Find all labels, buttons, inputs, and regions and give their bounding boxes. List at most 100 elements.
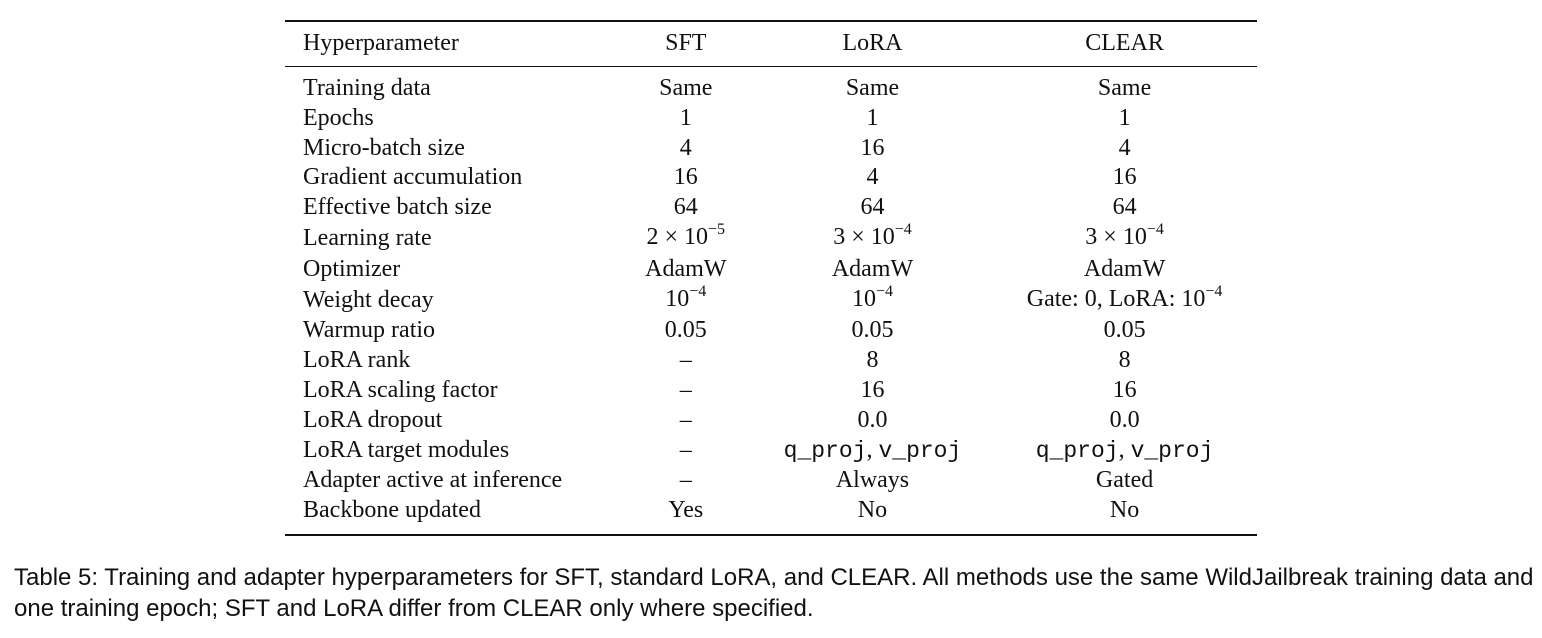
micro-batch-size-row: Micro-batch size 4 16 4 <box>285 134 1257 164</box>
cell-clear: 0.0 <box>1109 406 1140 433</box>
cell-lora: Always <box>835 467 910 494</box>
cell-clear: 16 <box>1112 376 1137 403</box>
cell-sft: Yes <box>668 497 704 524</box>
value-base: 2 × 10 <box>646 223 709 250</box>
cell-clear: q_proj, v_proj <box>1035 436 1214 464</box>
row-label: Learning rate <box>303 224 432 251</box>
learning-rate-row: Learning rate 2 × 10−5 3 × 10−4 3 × 10−4 <box>285 220 1257 255</box>
header-lora: LoRA <box>842 30 903 57</box>
hyperparameter-table: Hyperparameter SFT LoRA CLEAR Training d… <box>285 20 1257 536</box>
cell-lora: 16 <box>860 134 885 161</box>
lora-rank-row: LoRA rank – 8 8 <box>285 346 1257 376</box>
cell-sft: – <box>679 467 692 494</box>
cell-sft: – <box>679 347 692 374</box>
value-base: 10 <box>665 285 690 312</box>
header-sft: SFT <box>665 30 707 57</box>
cell-clear: 0.05 <box>1103 317 1146 344</box>
cell-sft: – <box>679 406 692 433</box>
table-header: Hyperparameter SFT LoRA CLEAR <box>285 21 1257 67</box>
value-base: 3 × 10 <box>1085 223 1147 250</box>
cell-clear: Gated <box>1095 467 1154 494</box>
cell-sft: – <box>679 437 692 464</box>
module-name: v_proj <box>878 437 962 464</box>
row-label: Micro-batch size <box>303 134 465 161</box>
cell-sft: 1 <box>679 104 692 131</box>
cell-lora: 0.05 <box>851 317 894 344</box>
row-label: Weight decay <box>303 286 434 313</box>
hyperparameter-table-container: Hyperparameter SFT LoRA CLEAR Training d… <box>285 20 1257 536</box>
cell-lora: 10−4 <box>753 282 992 317</box>
cell-sft: AdamW <box>645 255 727 282</box>
cell-clear: AdamW <box>1083 255 1166 282</box>
lora-scaling-factor-row: LoRA scaling factor – 16 16 <box>285 376 1257 406</box>
adapter-active-row: Adapter active at inference – Always Gated <box>285 466 1257 496</box>
cell-clear: 8 <box>1118 347 1131 374</box>
cell-lora: 8 <box>866 347 879 374</box>
header-row: Hyperparameter SFT LoRA CLEAR <box>285 21 1257 67</box>
header-hyperparameter: Hyperparameter <box>303 30 459 57</box>
row-label: LoRA target modules <box>303 437 510 464</box>
cell-sft: 16 <box>673 164 698 191</box>
lora-dropout-row: LoRA dropout – 0.0 0.0 <box>285 406 1257 436</box>
cell-sft: 64 <box>673 194 698 221</box>
cell-lora: 1 <box>866 104 879 131</box>
cell-lora: 64 <box>860 194 885 221</box>
warmup-ratio-row: Warmup ratio 0.05 0.05 0.05 <box>285 316 1257 346</box>
cell-sft: 2 × 10−5 <box>619 220 753 255</box>
value-exponent: −4 <box>1205 282 1223 300</box>
row-label: Adapter active at inference <box>303 467 563 494</box>
module-name: q_proj <box>1035 437 1119 464</box>
module-name: q_proj <box>783 437 867 464</box>
cell-sft: 10−4 <box>619 283 753 317</box>
row-label: Epochs <box>303 104 374 131</box>
cell-lora: 16 <box>860 376 885 403</box>
row-label: Gradient accumulation <box>303 164 523 191</box>
row-label: Optimizer <box>303 255 401 282</box>
training-data-row: Training data Same Same Same <box>285 67 1257 104</box>
value-exponent: −4 <box>894 220 912 238</box>
cell-lora: 0.0 <box>857 406 888 433</box>
cell-clear: 64 <box>1112 194 1137 221</box>
value-base: Gate: 0, LoRA: 10 <box>1026 285 1206 312</box>
cell-sft: 4 <box>679 134 692 161</box>
module-name: v_proj <box>1130 437 1214 464</box>
value-exponent: −4 <box>1146 220 1164 238</box>
cell-clear: 1 <box>1118 104 1131 131</box>
row-label: Training data <box>303 75 431 101</box>
cell-lora: q_proj, v_proj <box>783 436 962 464</box>
table-caption: Table 5: Training and adapter hyperparam… <box>14 564 1534 622</box>
epochs-row: Epochs 1 1 1 <box>285 104 1257 134</box>
effective-batch-size-row: Effective batch size 64 64 64 <box>285 193 1257 223</box>
cell-lora: AdamW <box>831 255 914 282</box>
cell-clear: Same <box>1097 75 1152 101</box>
cell-lora: 3 × 10−4 <box>753 220 992 255</box>
value-base: 3 × 10 <box>833 223 895 250</box>
value-exponent: −4 <box>875 282 893 300</box>
row-label: Warmup ratio <box>303 317 436 344</box>
value-exponent: −5 <box>708 220 726 238</box>
row-label: Effective batch size <box>303 194 492 221</box>
row-label: LoRA scaling factor <box>303 376 498 403</box>
gradient-accumulation-row: Gradient accumulation 16 4 16 <box>285 163 1257 193</box>
cell-clear: No <box>1109 497 1140 524</box>
row-label: LoRA dropout <box>303 406 443 433</box>
cell-sft: Same <box>659 75 713 101</box>
cell-clear: Gate: 0, LoRA: 10−4 <box>992 282 1257 317</box>
cell-clear: 4 <box>1118 134 1131 161</box>
backbone-updated-row: Backbone updated Yes No No <box>285 496 1257 535</box>
weight-decay-row: Weight decay 10−4 10−4 Gate: 0, LoRA: 10−4 <box>285 282 1257 317</box>
cell-clear: 3 × 10−4 <box>992 220 1257 255</box>
cell-sft: – <box>679 376 692 403</box>
cell-lora: 4 <box>866 164 879 191</box>
cell-clear: 16 <box>1112 164 1137 191</box>
cell-lora: No <box>857 497 888 524</box>
cell-sft: 0.05 <box>664 317 707 344</box>
optimizer-row: Optimizer AdamW AdamW AdamW <box>285 255 1257 285</box>
row-label: LoRA rank <box>303 347 411 374</box>
value-base: 10 <box>851 285 876 312</box>
cell-lora: Same <box>845 75 900 101</box>
lora-target-modules-row: LoRA target modules – q_proj, v_proj q_proj… <box>285 436 1257 467</box>
row-label: Backbone updated <box>303 497 481 524</box>
table-body: Training data Same Same Same Epochs 1 1 1 Micro-… <box>285 67 1257 535</box>
header-clear: CLEAR <box>1085 30 1164 57</box>
